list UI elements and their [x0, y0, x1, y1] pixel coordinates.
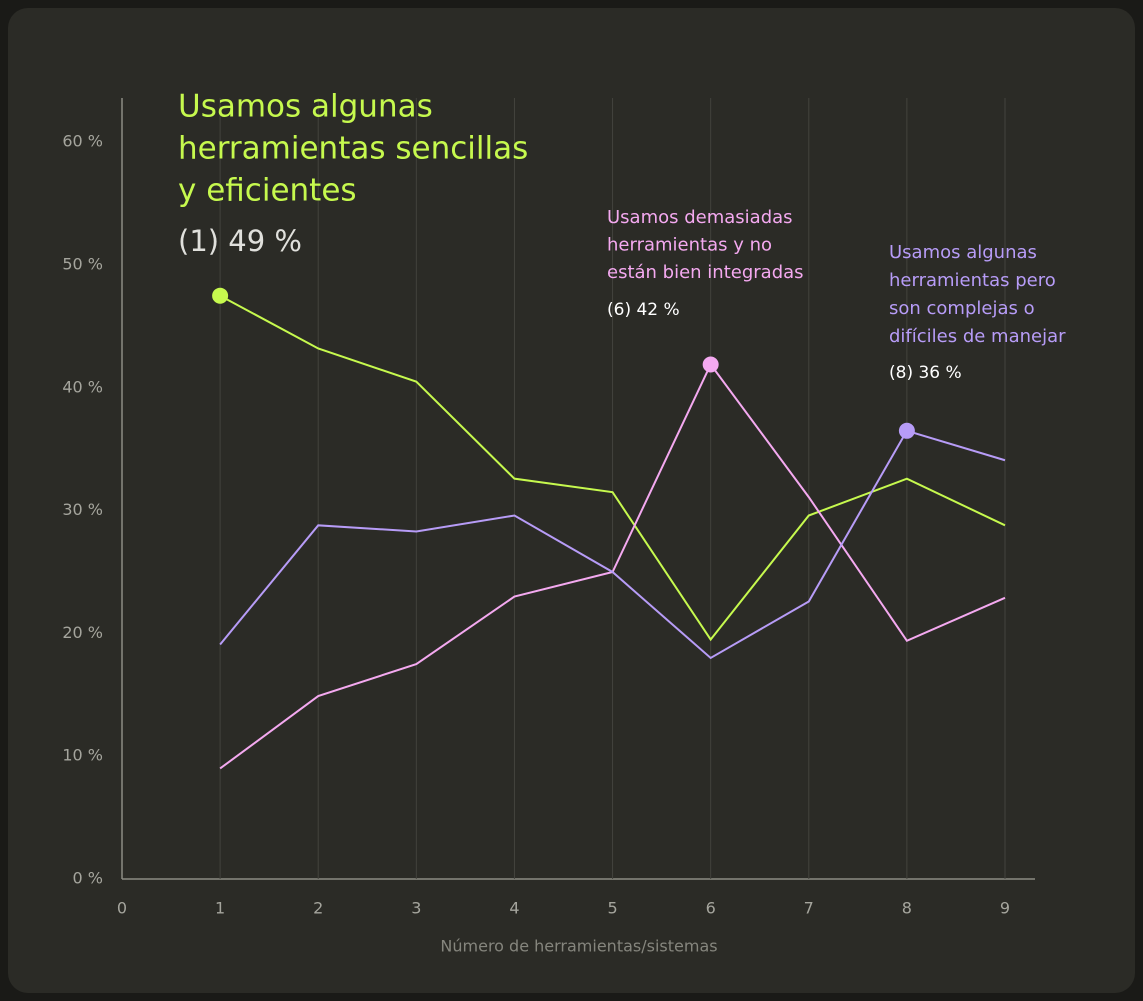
x-tick-label: 0 — [117, 899, 127, 918]
y-tick-label: 30 % — [62, 500, 103, 519]
series-label: están bien integradas — [607, 262, 804, 283]
series-label: herramientas sencillas — [178, 131, 528, 167]
x-tick-label: 5 — [607, 899, 617, 918]
series-value-label: (8) 36 % — [889, 363, 962, 383]
series-value-label: (6) 42 % — [607, 300, 680, 320]
highlight-point — [212, 287, 229, 304]
highlight-point — [702, 356, 719, 373]
y-tick-label: 50 % — [62, 255, 103, 274]
series-label: son complejas o — [889, 298, 1035, 319]
series-label: difíciles de manejar — [889, 326, 1066, 347]
x-axis-label: Número de herramientas/sistemas — [440, 937, 717, 956]
series-value-label: (1) 49 % — [178, 224, 302, 258]
x-tick-label: 8 — [902, 899, 912, 918]
series-line — [219, 294, 1006, 642]
x-tick-label: 6 — [706, 899, 716, 918]
highlight-point — [898, 422, 915, 439]
x-tick-label: 4 — [509, 899, 519, 918]
series-label: herramientas y no — [607, 235, 772, 256]
y-tick-label: 0 % — [73, 869, 103, 888]
y-tick-label: 60 % — [62, 132, 103, 151]
series-label: Usamos algunas — [889, 242, 1037, 263]
x-tick-label: 3 — [411, 899, 421, 918]
x-tick-label: 1 — [215, 899, 225, 918]
x-tick-label: 2 — [313, 899, 323, 918]
y-tick-label: 10 % — [62, 746, 103, 765]
series-label: Usamos demasiadas — [607, 207, 793, 228]
x-tick-label: 7 — [804, 899, 814, 918]
series-line — [219, 429, 1006, 660]
x-tick-label: 9 — [1000, 899, 1010, 918]
series-label: herramientas pero — [889, 270, 1056, 291]
series-label: y eficientes — [178, 173, 357, 209]
y-tick-label: 20 % — [62, 623, 103, 642]
y-tick-label: 40 % — [62, 377, 103, 396]
card — [8, 8, 1135, 993]
series-label: Usamos algunas — [178, 89, 433, 125]
